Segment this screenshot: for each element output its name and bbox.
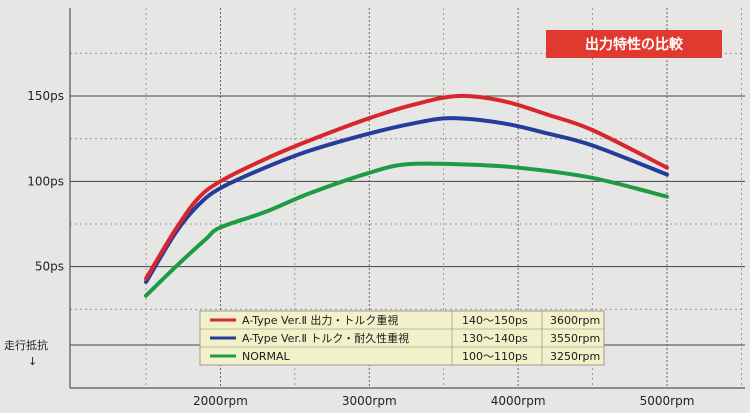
y-tick-label: 100ps: [27, 174, 64, 188]
legend-box: [199, 310, 605, 366]
road-load-arrow: ↓: [28, 355, 37, 368]
legend-label-2: NORMAL: [242, 350, 291, 363]
legend: A-Type Ver.Ⅱ 出力・トルク重視 140〜150ps 3600rpm A-T…: [199, 310, 605, 366]
x-tick-label: 4000rpm: [491, 394, 546, 408]
series-line-1: [144, 116, 669, 285]
y-tick-label: 150ps: [27, 89, 64, 103]
series-lines: [144, 93, 669, 298]
x-tick-label: 3000rpm: [342, 394, 397, 408]
legend-peak-0: 3600rpm: [550, 314, 600, 327]
series-line-2: [144, 161, 669, 298]
chart-title: 出力特性の比較: [585, 36, 684, 53]
road-load-text: 走行抵抗: [4, 338, 48, 352]
legend-range-0: 140〜150ps: [462, 314, 528, 327]
legend-peak-1: 3550rpm: [550, 332, 600, 345]
title-badge-bg: [546, 30, 722, 58]
road-load-label: 走行抵抗 ↓: [4, 338, 48, 368]
legend-range-2: 100〜110ps: [462, 350, 528, 363]
x-tick-label: 2000rpm: [193, 394, 248, 408]
legend-label-0: A-Type Ver.Ⅱ 出力・トルク重視: [242, 313, 398, 327]
series-line-0: [144, 93, 669, 281]
x-tick-label: 5000rpm: [640, 394, 695, 408]
axes: 50ps 100ps 150ps 2000rpm 3000rpm 4000rpm 5000r…: [27, 8, 745, 408]
title-badge: 出力特性の比較: [546, 30, 722, 58]
y-tick-label: 50ps: [35, 260, 64, 274]
legend-label-1: A-Type Ver.Ⅱ トルク・耐久性重視: [242, 331, 409, 345]
legend-peak-2: 3250rpm: [550, 350, 600, 363]
legend-range-1: 130〜140ps: [462, 332, 528, 345]
